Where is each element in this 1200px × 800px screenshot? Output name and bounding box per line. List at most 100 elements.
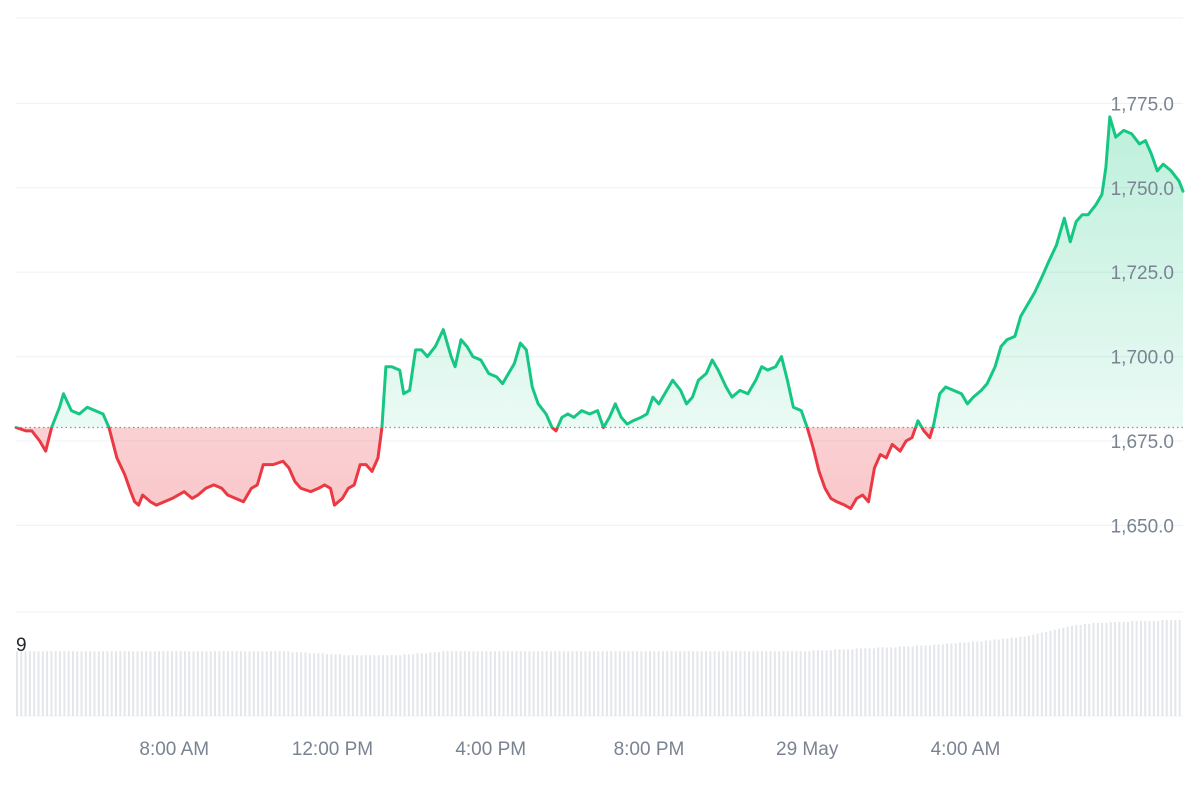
volume-bar: [1040, 632, 1043, 716]
volume-bar: [920, 645, 923, 716]
volume-bar: [515, 651, 518, 716]
volume-bar: [502, 651, 505, 716]
volume-bar: [326, 654, 328, 716]
volume-bar: [855, 648, 858, 716]
price-line-up: [14, 115, 1185, 428]
volume-bar: [653, 651, 656, 716]
volume-bar: [1045, 631, 1048, 716]
volume-bar: [623, 651, 626, 716]
volume-bar: [41, 651, 44, 716]
volume-bar: [429, 652, 432, 716]
volume-bar: [1023, 636, 1026, 716]
volume-bar: [554, 651, 557, 716]
volume-bar: [511, 651, 514, 716]
volume-bar: [127, 651, 130, 716]
volume-bar: [119, 651, 122, 716]
volume-bar: [16, 651, 18, 716]
volume-bar: [334, 654, 337, 716]
volume-bar: [597, 651, 600, 716]
volume-bar: [847, 649, 850, 716]
volume-bar: [864, 648, 867, 716]
volume-bar: [1015, 637, 1017, 716]
volume-bar: [201, 651, 204, 716]
x-tick-label: 8:00 PM: [614, 739, 685, 760]
area-fill: [16, 116, 1183, 509]
volume-bar: [347, 655, 350, 716]
volume-bar: [821, 650, 824, 716]
volume-bar: [1131, 620, 1134, 716]
volume-bar: [231, 651, 234, 716]
volume-bar: [782, 651, 785, 716]
volume-bar: [627, 651, 630, 716]
volume-bar: [97, 651, 100, 716]
volume-bar: [666, 651, 669, 716]
volume-bar: [338, 654, 341, 716]
x-tick-label: 12:00 PM: [292, 739, 373, 760]
volume-bar: [683, 651, 686, 716]
volume-bar: [868, 648, 871, 716]
volume-bar: [304, 652, 307, 716]
volume-bar: [442, 651, 445, 716]
volume-bar: [356, 655, 359, 716]
volume-bar: [941, 644, 944, 716]
volume-bar: [149, 651, 152, 716]
volume-bar: [433, 652, 436, 716]
volume-bar: [778, 651, 781, 716]
volume-bar: [696, 651, 699, 716]
volume-bar: [894, 647, 897, 716]
volume-bar: [50, 651, 53, 716]
volume-bar: [222, 651, 225, 716]
x-tick-label: 4:00 AM: [931, 739, 1001, 760]
volume-bar: [838, 649, 841, 716]
x-tick-label: 29 May: [776, 739, 839, 760]
volume-bar: [1144, 620, 1147, 716]
volume-bar: [494, 651, 496, 716]
volume-bar: [166, 651, 169, 716]
y-tick-label: 1,750.0: [1111, 179, 1174, 200]
volume-bar: [769, 651, 772, 716]
volume-bar: [537, 651, 539, 716]
volume-bar: [907, 646, 910, 716]
volume-bar: [997, 639, 1000, 716]
volume-bar: [700, 651, 703, 716]
volume-bar: [196, 651, 199, 716]
volume-bar: [343, 655, 346, 716]
volume-bar: [933, 644, 936, 716]
area-fill-up: [51, 116, 1183, 428]
volume-bar: [881, 647, 884, 716]
volume-bar: [93, 651, 96, 716]
volume-bar: [1105, 622, 1108, 716]
volume-bar: [24, 651, 27, 716]
volume-bar: [330, 654, 333, 716]
volume-bar: [171, 651, 173, 716]
volume-bar: [407, 654, 410, 716]
volume-bar: [399, 655, 402, 716]
volume-bar: [450, 651, 453, 716]
volume-bar: [1071, 625, 1073, 716]
volume-bar: [476, 651, 479, 716]
volume-bar: [506, 651, 509, 716]
y-tick-label: 1,700.0: [1111, 348, 1174, 369]
volume-bar: [1135, 620, 1138, 716]
volume-bar: [752, 651, 755, 716]
volume-bar: [713, 651, 716, 716]
volume-bar: [976, 641, 979, 716]
volume-bar: [816, 650, 819, 716]
volume-bar: [593, 651, 595, 716]
volume-bar: [722, 651, 725, 716]
volume-bar: [808, 651, 811, 716]
volume-bar: [425, 653, 428, 716]
volume-bar: [300, 652, 303, 716]
volume-bar: [59, 651, 61, 716]
volume-bar: [971, 641, 974, 716]
volume-bar: [1019, 636, 1022, 716]
volume-bar: [308, 653, 311, 716]
y-tick-label: 1,725.0: [1111, 263, 1174, 284]
volume-bar: [416, 653, 419, 716]
volume-bar: [455, 651, 458, 716]
volume-bar: [575, 651, 578, 716]
volume-bar: [524, 651, 527, 716]
y-tick-label: 1,775.0: [1111, 94, 1174, 115]
volume-bar: [528, 651, 531, 716]
volume-bar: [257, 651, 260, 716]
